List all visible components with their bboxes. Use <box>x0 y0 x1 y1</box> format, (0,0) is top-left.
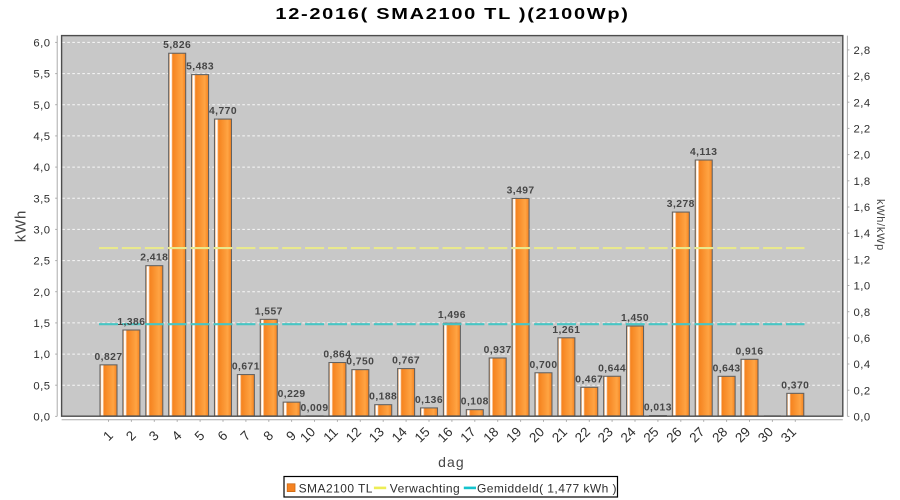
svg-text:3,0: 3,0 <box>33 225 50 237</box>
svg-text:5,5: 5,5 <box>33 69 50 81</box>
svg-text:1,6: 1,6 <box>854 202 871 214</box>
svg-text:1,2: 1,2 <box>854 254 871 266</box>
svg-text:0,467: 0,467 <box>575 374 603 385</box>
svg-text:5,826: 5,826 <box>163 40 191 51</box>
svg-text:2,418: 2,418 <box>140 253 168 264</box>
svg-text:0,136: 0,136 <box>415 395 443 406</box>
svg-text:0,8: 0,8 <box>854 307 871 319</box>
svg-text:1,0: 1,0 <box>854 281 871 293</box>
svg-text:0,671: 0,671 <box>232 362 260 373</box>
svg-text:0,2: 0,2 <box>854 385 871 397</box>
svg-text:1,450: 1,450 <box>621 313 649 324</box>
svg-text:0,644: 0,644 <box>598 363 626 374</box>
svg-text:3,5: 3,5 <box>33 193 50 205</box>
svg-text:kWh: kWh <box>13 210 30 242</box>
svg-text:1,5: 1,5 <box>33 318 50 330</box>
svg-text:2,2: 2,2 <box>854 124 871 136</box>
svg-text:0,4: 0,4 <box>854 359 871 371</box>
svg-text:0,937: 0,937 <box>484 345 512 356</box>
svg-text:4,5: 4,5 <box>33 131 50 143</box>
svg-text:0,0: 0,0 <box>33 412 50 424</box>
svg-text:2,5: 2,5 <box>33 256 50 268</box>
svg-text:0,864: 0,864 <box>323 350 351 361</box>
svg-text:Verwachting: Verwachting <box>390 481 460 495</box>
svg-text:6,0: 6,0 <box>33 38 50 50</box>
svg-text:kWh/kWp: kWh/kWp <box>874 199 886 251</box>
svg-text:1,261: 1,261 <box>552 325 580 336</box>
svg-text:SMA2100 TL: SMA2100 TL <box>299 481 373 495</box>
svg-text:1,8: 1,8 <box>854 176 871 188</box>
svg-text:1,0: 1,0 <box>33 349 50 361</box>
svg-text:1,557: 1,557 <box>255 306 283 317</box>
svg-text:2,0: 2,0 <box>33 287 50 299</box>
svg-text:0,188: 0,188 <box>369 392 397 403</box>
svg-text:4,770: 4,770 <box>209 106 237 117</box>
svg-text:2,4: 2,4 <box>854 97 871 109</box>
svg-text:1,4: 1,4 <box>854 228 871 240</box>
svg-text:4,0: 4,0 <box>33 162 50 174</box>
svg-text:0,370: 0,370 <box>781 380 809 391</box>
svg-text:12-2016( SMA2100 TL )(2100Wp): 12-2016( SMA2100 TL )(2100Wp) <box>275 5 629 23</box>
svg-text:0,108: 0,108 <box>461 397 489 408</box>
svg-text:1,496: 1,496 <box>438 310 466 321</box>
svg-text:0,6: 0,6 <box>854 333 871 345</box>
svg-text:0,5: 0,5 <box>33 380 50 392</box>
svg-text:3,497: 3,497 <box>507 185 535 196</box>
svg-text:2,8: 2,8 <box>854 45 871 57</box>
svg-text:4,113: 4,113 <box>690 147 717 158</box>
svg-text:0,700: 0,700 <box>529 360 557 371</box>
svg-text:5,483: 5,483 <box>186 62 214 73</box>
svg-text:dag: dag <box>438 454 465 470</box>
svg-text:5,0: 5,0 <box>33 100 50 112</box>
svg-text:0,013: 0,013 <box>644 403 672 414</box>
svg-text:Gemiddeld( 1,477 kWh ): Gemiddeld( 1,477 kWh ) <box>477 481 617 495</box>
svg-text:0,916: 0,916 <box>735 346 763 357</box>
svg-text:2,6: 2,6 <box>854 71 871 83</box>
svg-text:0,009: 0,009 <box>300 403 328 414</box>
svg-text:0,229: 0,229 <box>278 389 306 400</box>
svg-text:0,750: 0,750 <box>346 357 374 368</box>
svg-text:0,827: 0,827 <box>94 352 122 363</box>
svg-text:0,643: 0,643 <box>713 363 741 374</box>
svg-text:2,0: 2,0 <box>854 150 871 162</box>
svg-text:3,278: 3,278 <box>667 199 695 210</box>
svg-text:1,386: 1,386 <box>117 317 145 328</box>
svg-text:0,0: 0,0 <box>854 412 871 424</box>
svg-text:0,767: 0,767 <box>392 356 420 367</box>
